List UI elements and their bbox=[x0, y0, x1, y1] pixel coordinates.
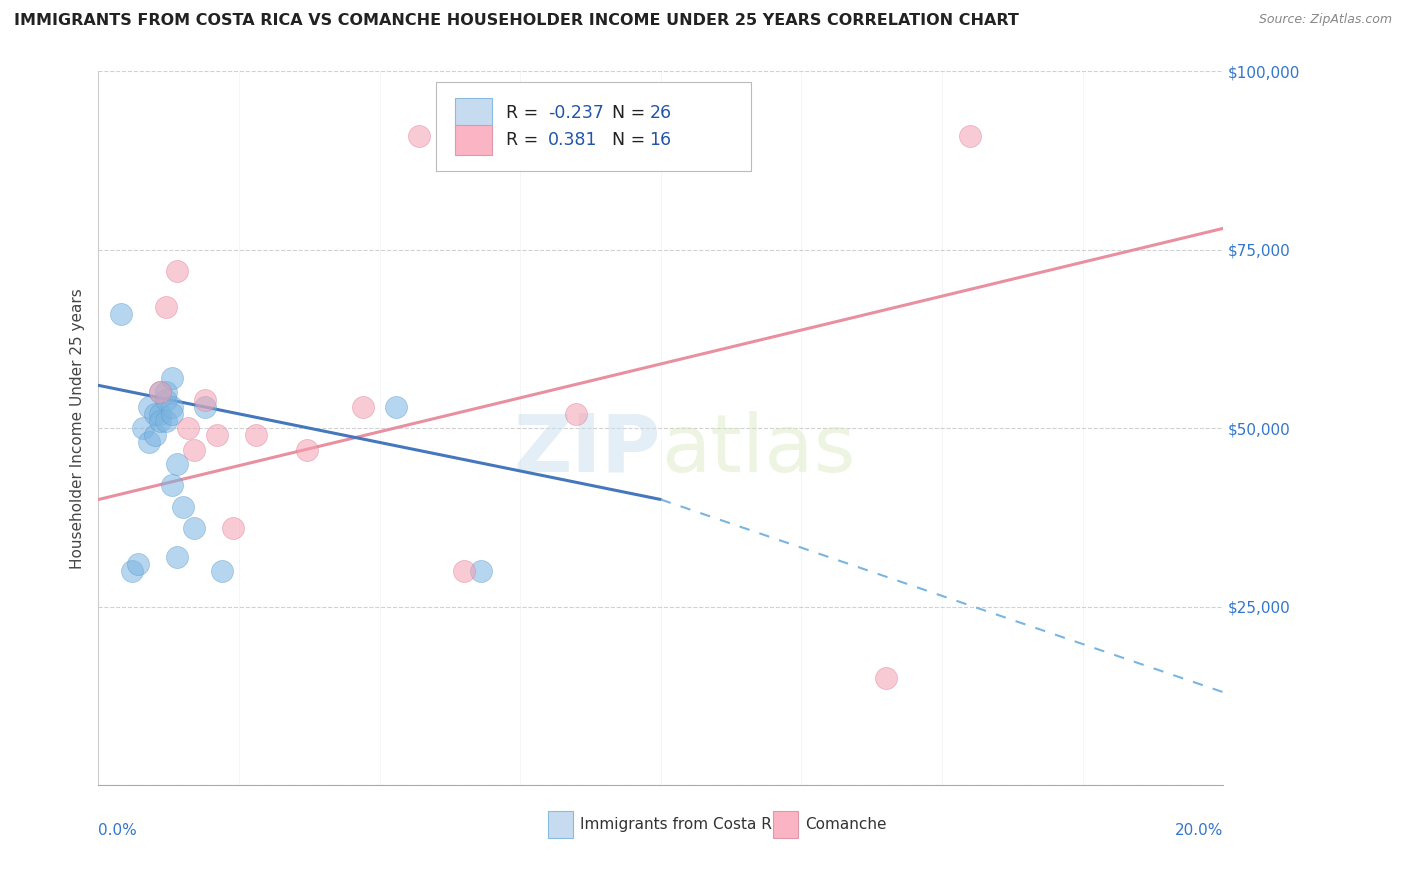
Text: Comanche: Comanche bbox=[804, 817, 886, 832]
Point bbox=[160, 400, 183, 414]
Point bbox=[183, 442, 205, 457]
Text: IMMIGRANTS FROM COSTA RICA VS COMANCHE HOUSEHOLDER INCOME UNDER 25 YEARS CORRELA: IMMIGRANTS FROM COSTA RICA VS COMANCHE H… bbox=[14, 13, 1019, 29]
Point bbox=[160, 371, 183, 385]
Text: N =: N = bbox=[613, 104, 645, 122]
Point bbox=[155, 385, 177, 400]
Point bbox=[132, 421, 155, 435]
Point bbox=[166, 457, 188, 471]
Point bbox=[205, 428, 228, 442]
Point bbox=[565, 407, 588, 421]
Text: Immigrants from Costa Rica: Immigrants from Costa Rica bbox=[579, 817, 794, 832]
Text: -0.237: -0.237 bbox=[548, 104, 605, 122]
Text: 26: 26 bbox=[650, 104, 672, 122]
Point bbox=[110, 307, 132, 321]
Point bbox=[143, 428, 166, 442]
Text: 0.381: 0.381 bbox=[548, 131, 598, 149]
Point bbox=[149, 385, 172, 400]
Point bbox=[127, 557, 149, 571]
Point bbox=[155, 414, 177, 428]
Point bbox=[166, 264, 188, 278]
Text: R =: R = bbox=[506, 104, 538, 122]
Point bbox=[194, 400, 217, 414]
Text: N =: N = bbox=[613, 131, 645, 149]
Y-axis label: Householder Income Under 25 years: Householder Income Under 25 years bbox=[69, 288, 84, 568]
Point bbox=[295, 442, 318, 457]
Point bbox=[959, 128, 981, 143]
Point bbox=[470, 564, 492, 578]
Point bbox=[352, 400, 374, 414]
Text: ZIP: ZIP bbox=[513, 410, 661, 489]
Point bbox=[177, 421, 200, 435]
Text: 16: 16 bbox=[650, 131, 672, 149]
Point bbox=[408, 128, 430, 143]
FancyBboxPatch shape bbox=[773, 812, 799, 838]
Text: R =: R = bbox=[506, 131, 538, 149]
FancyBboxPatch shape bbox=[456, 125, 492, 155]
Text: atlas: atlas bbox=[661, 410, 855, 489]
Point bbox=[183, 521, 205, 535]
Point bbox=[875, 671, 897, 685]
FancyBboxPatch shape bbox=[436, 82, 751, 171]
Point bbox=[160, 478, 183, 492]
Point bbox=[149, 414, 172, 428]
Point bbox=[155, 392, 177, 407]
Point bbox=[138, 435, 160, 450]
Point bbox=[160, 407, 183, 421]
FancyBboxPatch shape bbox=[548, 812, 574, 838]
Point bbox=[194, 392, 217, 407]
Text: 20.0%: 20.0% bbox=[1175, 823, 1223, 838]
Point bbox=[172, 500, 194, 514]
Point bbox=[166, 549, 188, 564]
Text: 0.0%: 0.0% bbox=[98, 823, 138, 838]
Point bbox=[149, 407, 172, 421]
Point bbox=[149, 385, 172, 400]
Point bbox=[143, 407, 166, 421]
Point bbox=[245, 428, 267, 442]
Point bbox=[121, 564, 143, 578]
Text: Source: ZipAtlas.com: Source: ZipAtlas.com bbox=[1258, 13, 1392, 27]
Point bbox=[453, 564, 475, 578]
Point bbox=[138, 400, 160, 414]
Point bbox=[211, 564, 233, 578]
Point bbox=[155, 300, 177, 314]
Point bbox=[385, 400, 408, 414]
FancyBboxPatch shape bbox=[456, 98, 492, 128]
Point bbox=[222, 521, 245, 535]
